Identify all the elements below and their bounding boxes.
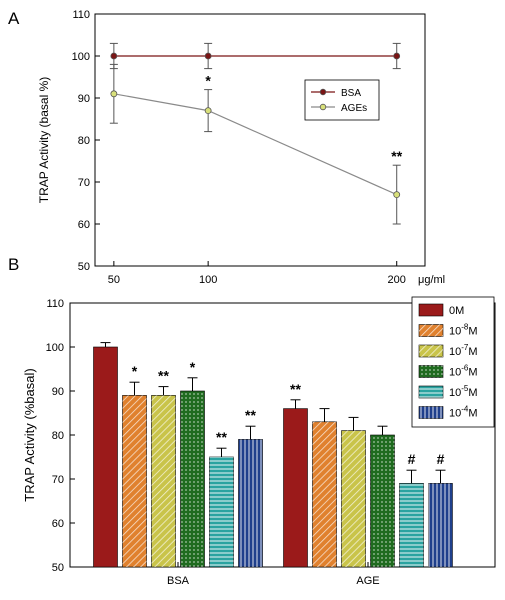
y-tick-label: 70 — [52, 474, 64, 486]
bar-pattern — [180, 391, 205, 567]
legend-box-b — [411, 296, 495, 428]
bar-pattern — [370, 435, 395, 567]
y-tick-label: 60 — [78, 219, 90, 231]
bar — [283, 408, 308, 568]
legend-label: 10-5M — [449, 384, 478, 399]
legend-swatch-pattern — [419, 386, 443, 398]
significance-marker: ** — [391, 148, 402, 164]
x-axis-ticks-a: 50 100 200 — [108, 261, 406, 286]
y-axis-ticks-a: 50 60 70 80 90 100 110 — [72, 9, 100, 273]
bar-pattern — [238, 439, 263, 567]
bar-group-item — [341, 416, 366, 568]
legend-swatch-pattern — [419, 406, 443, 419]
legend-swatch-pattern — [419, 345, 443, 357]
x-tick-label: BSA — [167, 575, 190, 587]
bar-group-item: ** — [151, 368, 176, 568]
series-ages: *** — [109, 63, 403, 225]
significance-marker: ** — [290, 381, 301, 397]
legend-label: 0M — [449, 305, 464, 317]
legend-label: AGEs — [341, 103, 367, 114]
y-tick-label: 50 — [78, 261, 90, 273]
bar-pattern — [151, 395, 176, 567]
y-tick-label: 90 — [78, 93, 90, 105]
bar-group-item: # — [399, 451, 424, 568]
significance-marker: ** — [216, 429, 227, 445]
significance-marker: # — [408, 451, 416, 467]
y-tick-label: 80 — [52, 430, 64, 442]
legend-b: 0M 10-8M 10-7M 10-6M 10-5M 10-4M — [411, 296, 495, 428]
bar-group-item: * — [122, 363, 147, 568]
y-tick-label: 90 — [52, 386, 64, 398]
data-point — [204, 52, 212, 60]
series-layer-a: *** — [109, 42, 403, 225]
x-unit-label-a: μg/ml — [418, 274, 445, 286]
bar-group-item: ** — [238, 407, 263, 568]
bar-pattern — [428, 483, 453, 567]
legend-label: 10-8M — [449, 323, 478, 338]
legend-marker — [319, 88, 327, 96]
bar-group-item: * — [180, 359, 205, 568]
y-tick-label: 70 — [78, 177, 90, 189]
legend-swatch-pattern — [419, 324, 443, 337]
x-tick-label: 200 — [388, 274, 406, 286]
series-bsa — [109, 42, 401, 70]
bar-pattern — [122, 395, 147, 567]
y-tick-label: 100 — [46, 342, 64, 354]
bar-group-item — [312, 408, 337, 568]
legend-label: 10-7M — [449, 343, 478, 358]
y-tick-label: 110 — [46, 298, 64, 310]
x-tick-label: 100 — [199, 274, 217, 286]
y-axis-ticks-b: 50 60 70 80 90 100 110 — [46, 298, 75, 574]
significance-marker: ** — [158, 368, 169, 384]
legend-label: 10-6M — [449, 364, 478, 379]
panel-b-letter: B — [8, 255, 19, 274]
significance-marker: ** — [245, 407, 256, 423]
bar-chart-panel-b: 50 60 70 80 90 100 110 BSA AGE TRAP Activity (%… — [22, 296, 496, 587]
legend-swatch — [418, 303, 444, 317]
x-tick-label: 50 — [108, 274, 120, 286]
y-tick-label: 60 — [52, 518, 64, 530]
y-axis-label-b: TRAP Activity (%basal) — [22, 368, 37, 501]
data-point — [204, 107, 212, 114]
legend-box-a — [304, 79, 380, 121]
bar-group-item: ** — [209, 429, 234, 568]
bar — [93, 346, 118, 568]
legend-marker — [319, 103, 327, 111]
y-axis-label-a: TRAP Activity (basal %) — [37, 77, 51, 203]
data-point — [393, 191, 401, 199]
panel-a-letter: A — [8, 9, 20, 28]
legend-label: BSA — [341, 88, 361, 99]
data-point — [110, 90, 118, 98]
y-tick-label: 100 — [72, 51, 90, 63]
bar-group-item — [370, 425, 395, 568]
bar-pattern — [312, 421, 337, 567]
legend-a: BSA AGEs — [304, 79, 380, 121]
bar-group-item: # — [428, 451, 453, 568]
significance-marker: * — [132, 363, 138, 379]
legend-label: 10-4M — [449, 405, 478, 420]
y-tick-label: 80 — [78, 135, 90, 147]
legend-swatch-pattern — [419, 365, 443, 378]
bars-layer-b: * *********# # — [93, 342, 453, 568]
data-point — [110, 52, 118, 60]
bar-pattern — [209, 457, 234, 567]
bar-group-item: ** — [283, 381, 308, 568]
plot-frame-a — [94, 13, 426, 267]
bar-pattern — [341, 430, 366, 567]
bar-group-item — [93, 342, 118, 568]
data-point — [393, 52, 401, 60]
x-axis-ticks-b: BSA AGE — [167, 562, 380, 587]
y-tick-label: 50 — [52, 562, 64, 574]
significance-marker: # — [437, 451, 445, 467]
x-tick-label: AGE — [356, 575, 379, 587]
y-tick-label: 110 — [72, 9, 90, 21]
significance-marker: * — [205, 73, 211, 89]
significance-marker: * — [190, 359, 196, 375]
line-chart-panel-a: 50 60 70 80 90 100 110 50 100 200 TRAP Activity … — [37, 9, 445, 286]
bar-pattern — [399, 483, 424, 567]
